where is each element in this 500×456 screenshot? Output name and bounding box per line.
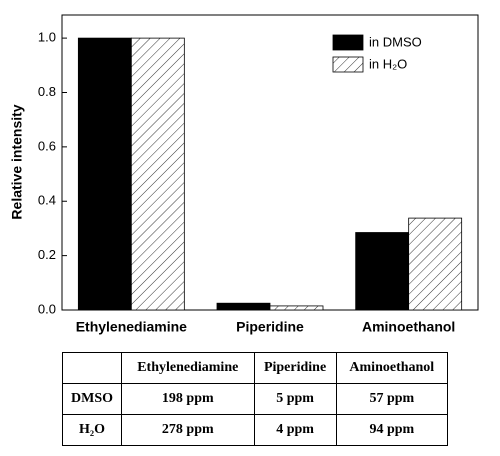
header-cell: Aminoethanol <box>335 352 449 384</box>
row-header: H₂O <box>62 414 122 446</box>
cell: 278 ppm <box>121 414 255 446</box>
y-tick-label: 1.0 <box>38 30 56 45</box>
row-header: DMSO <box>62 383 122 415</box>
chart: Relative intensity 0.0 0.2 0.4 0.6 0.8 1.0 Eth… <box>9 14 479 335</box>
table-row: H₂O 278 ppm 4 ppm 94 ppm <box>62 414 449 446</box>
header-cell: Ethylenediamine <box>121 352 255 384</box>
y-tick-label: 0.4 <box>38 193 56 208</box>
data-table: Ethylenediamine Piperidine Aminoethanol … <box>62 352 449 446</box>
cell: 4 ppm <box>253 414 337 446</box>
bar <box>130 37 185 311</box>
table-row: DMSO 198 ppm 5 ppm 57 ppm <box>62 383 449 415</box>
x-tick-label: Ethylenediamine <box>76 319 187 335</box>
cell: 5 ppm <box>253 383 337 415</box>
y-tick-label: 0.0 <box>38 301 56 316</box>
corner-cell <box>62 352 122 384</box>
header-cell: Piperidine <box>253 352 337 384</box>
cell: 198 ppm <box>121 383 255 415</box>
cell: 57 ppm <box>335 383 449 415</box>
bar <box>355 232 410 311</box>
y-axis-label: Relative intensity <box>9 104 25 219</box>
cell: 94 ppm <box>335 414 449 446</box>
legend-swatch <box>332 34 364 51</box>
x-tick-label: Aminoethanol <box>362 319 455 335</box>
x-tick-label: Piperidine <box>236 319 304 335</box>
legend-label: in H₂O <box>369 56 407 71</box>
bar <box>77 37 132 311</box>
bar <box>269 305 324 311</box>
y-tick-label: 0.2 <box>38 247 56 262</box>
legend-swatch <box>332 56 364 73</box>
bar <box>408 217 463 311</box>
bar <box>216 302 271 311</box>
header-row: Ethylenediamine Piperidine Aminoethanol <box>62 352 449 384</box>
y-tick-label: 0.6 <box>38 138 56 153</box>
legend-label: in DMSO <box>369 34 422 49</box>
y-tick-label: 0.8 <box>38 84 56 99</box>
